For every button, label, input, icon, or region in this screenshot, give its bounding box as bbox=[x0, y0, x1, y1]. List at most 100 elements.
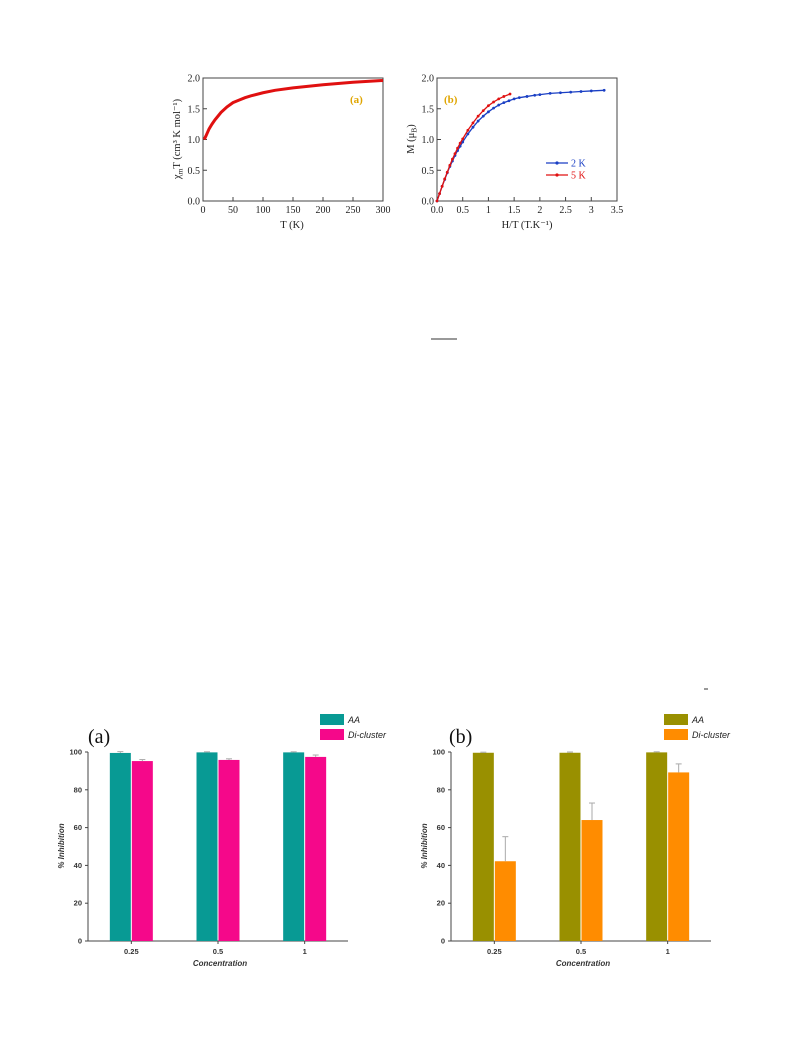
data-point bbox=[497, 97, 501, 101]
data-point bbox=[512, 97, 516, 101]
data-point bbox=[476, 119, 480, 123]
bar bbox=[646, 752, 668, 941]
x-tick-label: 2 bbox=[537, 205, 542, 216]
y-axis-label: % Inhibition bbox=[57, 823, 66, 868]
y-tick-label: 0.0 bbox=[422, 197, 435, 208]
data-point bbox=[502, 95, 506, 98]
data-point bbox=[466, 128, 470, 132]
y-tick-label: 2.0 bbox=[422, 74, 435, 85]
y-tick-label: 40 bbox=[74, 861, 82, 870]
legend-marker bbox=[555, 161, 559, 165]
x-axis-label: H/T (T.K⁻¹) bbox=[502, 220, 553, 231]
data-point bbox=[451, 157, 454, 161]
data-point bbox=[456, 146, 459, 150]
y-tick-label: 60 bbox=[437, 823, 445, 832]
legend-marker bbox=[555, 173, 559, 177]
x-tick-label: 100 bbox=[256, 205, 271, 216]
x-tick-label: 0.25 bbox=[124, 947, 139, 956]
data-point bbox=[443, 177, 447, 181]
bar bbox=[283, 752, 305, 941]
data-point bbox=[569, 90, 573, 94]
magnetization-plot: (b) H/T (T.K⁻¹) M (μB) bbox=[406, 94, 553, 231]
data-point bbox=[508, 92, 512, 96]
data-point bbox=[492, 106, 495, 110]
data-point bbox=[517, 96, 521, 100]
data-point bbox=[461, 137, 465, 141]
data-point bbox=[602, 88, 606, 92]
legend-label: 5 K bbox=[571, 171, 587, 182]
data-point bbox=[548, 91, 552, 95]
bar bbox=[109, 752, 131, 941]
bar bbox=[494, 861, 516, 941]
data-point bbox=[440, 184, 444, 188]
x-tick-label: 0.5 bbox=[213, 947, 223, 956]
x-axis-label: T (K) bbox=[280, 220, 304, 231]
x-tick-label: 0.25 bbox=[487, 947, 502, 956]
legend-swatch bbox=[664, 729, 688, 740]
bar bbox=[218, 759, 240, 941]
data-point bbox=[559, 91, 562, 95]
y-tick-label: 20 bbox=[437, 899, 445, 908]
series-line bbox=[202, 78, 384, 141]
data-point bbox=[471, 121, 475, 125]
x-tick-label: 300 bbox=[376, 205, 391, 216]
legend-label: Di-cluster bbox=[348, 730, 387, 740]
y-tick-label: 80 bbox=[74, 785, 82, 794]
bar bbox=[559, 752, 581, 941]
data-point bbox=[448, 163, 452, 167]
bar bbox=[668, 772, 690, 941]
x-tick-label: 0.0 bbox=[431, 205, 444, 216]
legend-label: AA bbox=[347, 715, 360, 725]
y-tick-label: 1.5 bbox=[188, 104, 201, 115]
data-point bbox=[507, 99, 511, 103]
x-tick-label: 2.5 bbox=[559, 205, 572, 216]
x-tick-label: 50 bbox=[228, 205, 238, 216]
y-tick-label: 1.0 bbox=[188, 135, 201, 146]
data-point bbox=[487, 104, 490, 108]
x-tick-label: 200 bbox=[316, 205, 331, 216]
y-tick-label: 40 bbox=[437, 861, 445, 870]
x-tick-label: 1.5 bbox=[508, 205, 521, 216]
data-point bbox=[481, 109, 485, 112]
bar bbox=[196, 752, 218, 941]
data-point bbox=[453, 152, 457, 156]
x-axis-label: Concentration bbox=[556, 959, 610, 968]
y-tick-label: 1.0 bbox=[422, 135, 435, 146]
panel-label-b-top: (b) bbox=[444, 94, 458, 106]
data-point bbox=[589, 89, 593, 93]
bar bbox=[305, 756, 327, 941]
data-point bbox=[438, 192, 441, 196]
y-tick-label: 1.5 bbox=[422, 104, 435, 115]
data-point bbox=[525, 95, 529, 98]
y-tick-label: 0.0 bbox=[188, 197, 201, 208]
legend-swatch bbox=[320, 714, 344, 725]
bar bbox=[581, 820, 603, 941]
bar bbox=[472, 752, 494, 941]
data-point bbox=[579, 90, 583, 93]
x-tick-label: 0.5 bbox=[456, 205, 469, 216]
data-point bbox=[481, 114, 485, 118]
x-axis-label: Concentration bbox=[193, 959, 247, 968]
panel-label-b-bottom: (b) bbox=[449, 726, 472, 748]
x-tick-label: 250 bbox=[346, 205, 361, 216]
legend-label: 2 K bbox=[571, 159, 587, 170]
data-point bbox=[476, 114, 480, 118]
panel-label-a-bottom: (a) bbox=[88, 726, 110, 748]
data-point bbox=[458, 141, 462, 145]
legend-swatch bbox=[664, 714, 688, 725]
x-tick-label: 1 bbox=[666, 947, 670, 956]
x-tick-label: 0 bbox=[201, 205, 206, 216]
legend-label: AA bbox=[691, 715, 704, 725]
y-tick-label: 0 bbox=[441, 937, 445, 946]
y-axis-label: M (μB) bbox=[406, 124, 419, 154]
y-tick-label: 60 bbox=[74, 823, 82, 832]
data-point bbox=[487, 110, 490, 114]
legend-swatch bbox=[320, 729, 344, 740]
x-tick-label: 1 bbox=[486, 205, 491, 216]
data-point bbox=[497, 103, 501, 107]
y-tick-label: 0.5 bbox=[422, 166, 435, 177]
x-tick-label: 150 bbox=[286, 205, 301, 216]
